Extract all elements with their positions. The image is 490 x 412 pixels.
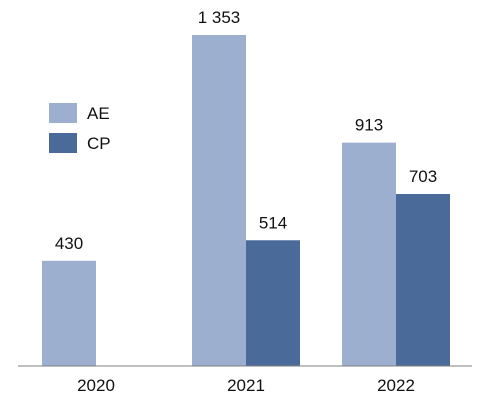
value-label-ae-2021: 1 353 bbox=[198, 8, 241, 27]
legend-swatch-ae bbox=[49, 103, 77, 123]
value-label-ae-2022: 913 bbox=[355, 116, 383, 135]
x-tick-label-2020: 2020 bbox=[77, 376, 115, 395]
x-tick-label-2021: 2021 bbox=[227, 376, 265, 395]
value-labels-group: 430 1 353 913 514 703 bbox=[55, 8, 437, 253]
legend-swatch-cp bbox=[49, 133, 77, 153]
legend: AE CP bbox=[49, 103, 111, 153]
bar-ae-2022 bbox=[342, 142, 396, 366]
legend-label-ae: AE bbox=[87, 104, 110, 123]
bars-group bbox=[42, 35, 450, 366]
x-tick-labels-group: 2020 2021 2022 bbox=[77, 376, 415, 395]
bar-ae-2020 bbox=[42, 260, 96, 366]
value-label-cp-2022: 703 bbox=[409, 167, 437, 186]
bar-cp-2021 bbox=[246, 240, 300, 366]
x-tick-label-2022: 2022 bbox=[377, 376, 415, 395]
bar-cp-2022 bbox=[396, 194, 450, 366]
bar-ae-2021 bbox=[192, 35, 246, 366]
value-label-ae-2020: 430 bbox=[55, 234, 83, 253]
legend-label-cp: CP bbox=[87, 134, 111, 153]
value-label-cp-2021: 514 bbox=[259, 213, 287, 232]
